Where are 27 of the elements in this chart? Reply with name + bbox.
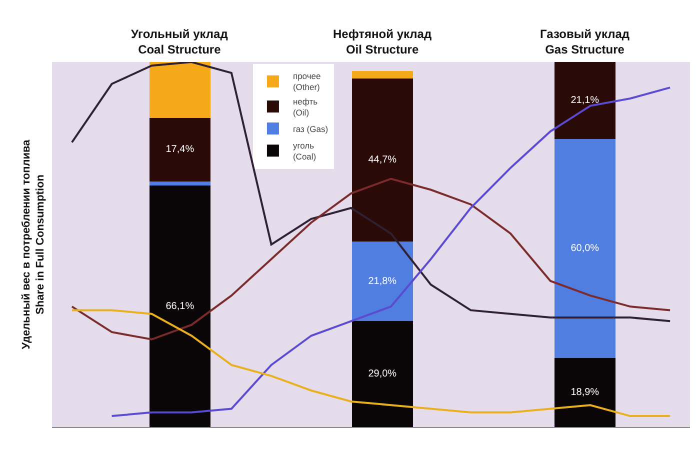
bar — [352, 78, 413, 242]
legend-label: нефть (Oil) — [292, 96, 318, 118]
data-label: 18,9% — [570, 387, 600, 398]
bar — [554, 62, 616, 140]
data-label: 66,1% — [166, 300, 194, 312]
data-label: 21,1% — [570, 95, 600, 106]
data-label: 60,0% — [570, 243, 600, 254]
bar — [352, 71, 413, 78]
data-label: 21,8% — [368, 276, 397, 287]
legend-label: прочее (Other) — [292, 71, 321, 92]
y-axis-title: Удельный вес в потреблении топлива Share in Full Consumption — [20, 138, 47, 350]
legend-label: газ (Gas) — [292, 124, 328, 134]
bar — [150, 118, 210, 182]
bar — [554, 139, 616, 358]
data-label: 17,4% — [166, 144, 194, 156]
legend-label: уголь (Coal) — [292, 140, 316, 162]
data-label: 29,0% — [368, 368, 397, 380]
bar — [554, 358, 616, 427]
data-label: 44,7% — [368, 154, 397, 166]
bar — [352, 242, 413, 322]
bar — [150, 186, 210, 427]
bar — [150, 62, 210, 118]
text: Нефтяной уклад Oil Structure — [333, 27, 432, 57]
bar — [150, 181, 210, 186]
text: Угольный уклад Coal Structure — [131, 27, 228, 57]
bar — [352, 321, 413, 427]
text: Газовый уклад Gas Structure — [540, 27, 630, 57]
